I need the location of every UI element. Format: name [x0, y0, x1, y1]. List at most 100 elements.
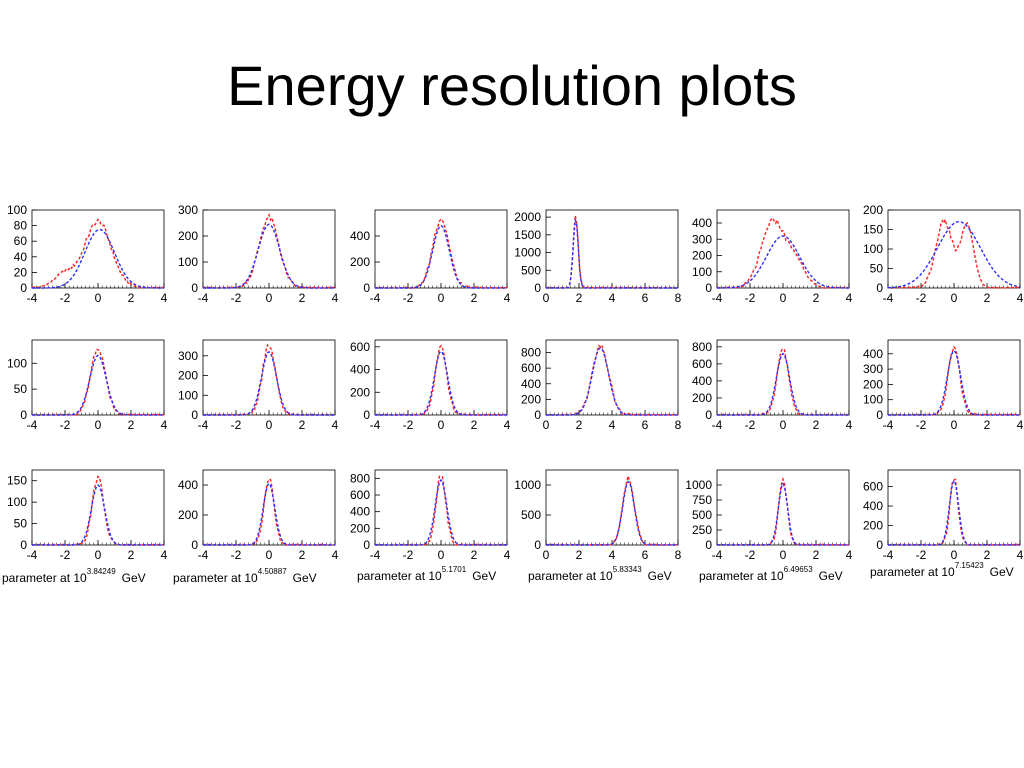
- plot-3-4: 0 2 4 6 8 0 500 1000: [514, 469, 682, 562]
- x-tick-label: -2: [916, 291, 927, 305]
- x-tick-label: 2: [471, 548, 478, 562]
- x-tick-label: -4: [883, 548, 894, 562]
- x-tick-label: -2: [231, 291, 242, 305]
- x-tick-label: 8: [675, 548, 682, 562]
- series-red-line: [716, 476, 850, 546]
- x-tick-label: -2: [745, 291, 756, 305]
- y-tick-label: 60: [14, 234, 28, 248]
- y-tick-label: 800: [692, 340, 712, 354]
- y-tick-label: 2000: [514, 210, 541, 224]
- y-tick-label: 0: [191, 281, 198, 295]
- series-blue-line: [203, 223, 335, 289]
- x-tick-label: 2: [471, 418, 478, 432]
- x-tick-label: -4: [712, 548, 723, 562]
- x-tick-label: 2: [984, 548, 991, 562]
- series-blue-line: [717, 482, 849, 546]
- series-red-line: [545, 473, 679, 546]
- y-tick-label: 500: [521, 508, 541, 522]
- y-tick-label: 200: [692, 249, 712, 263]
- y-tick-label: 600: [521, 361, 541, 375]
- x-tick-label: 2: [128, 418, 135, 432]
- x-tick-label: 0: [543, 548, 550, 562]
- y-tick-label: 0: [363, 408, 370, 422]
- x-tick-label: 4: [846, 418, 853, 432]
- x-tick-label: -4: [27, 418, 38, 432]
- series-blue-line: [546, 480, 678, 546]
- plot-frame: [202, 209, 336, 289]
- x-tick-label: 4: [332, 418, 339, 432]
- x-tick-label: 4: [161, 548, 168, 562]
- x-tick-label: 4: [504, 548, 511, 562]
- y-tick-label: 0: [363, 281, 370, 295]
- x-tick-label: 2: [813, 291, 820, 305]
- plot-frame: [31, 339, 165, 416]
- x-tick-label: 2: [576, 291, 583, 305]
- x-tick-label: 0: [266, 291, 273, 305]
- plot-1-3: -4 -2 0 2 4 0 200 400: [350, 209, 511, 305]
- x-tick-label: -2: [60, 418, 71, 432]
- y-tick-label: 100: [7, 356, 27, 370]
- plot-frame: [716, 339, 850, 416]
- plot-frame: [545, 209, 679, 289]
- x-axis-caption: parameter at 103.84249 GeV: [2, 567, 146, 585]
- x-tick-label: -2: [231, 418, 242, 432]
- series-red-line: [31, 475, 165, 546]
- series-blue-line: [717, 352, 849, 416]
- x-tick-label: 2: [128, 291, 135, 305]
- y-tick-label: 200: [350, 255, 370, 269]
- series-blue-line: [375, 224, 507, 289]
- series-red-line: [202, 212, 335, 289]
- x-tick-label: 4: [846, 548, 853, 562]
- y-tick-label: 400: [350, 505, 370, 519]
- y-tick-label: 600: [350, 340, 370, 354]
- series-blue-line: [32, 484, 164, 546]
- x-tick-label: 2: [128, 548, 135, 562]
- x-tick-label: -2: [745, 548, 756, 562]
- y-tick-label: 150: [7, 474, 27, 488]
- y-tick-label: 800: [350, 471, 370, 485]
- y-tick-label: 500: [521, 263, 541, 277]
- series-blue-line: [888, 479, 1020, 546]
- y-tick-label: 1000: [514, 478, 541, 492]
- series-blue-line: [717, 235, 849, 289]
- y-tick-label: 300: [178, 349, 198, 363]
- x-tick-label: -4: [198, 548, 209, 562]
- x-axis-caption: parameter at 105.1701 GeV: [357, 565, 496, 583]
- series-red-line: [716, 216, 850, 289]
- series-red-line: [203, 343, 336, 416]
- series-red-line: [887, 478, 1021, 546]
- y-tick-label: 200: [350, 521, 370, 535]
- x-tick-label: 0: [780, 291, 787, 305]
- x-tick-label: -2: [60, 548, 71, 562]
- y-tick-label: 80: [14, 219, 28, 233]
- x-tick-label: -4: [198, 291, 209, 305]
- series-red-line: [887, 217, 1021, 289]
- y-tick-label: 1500: [514, 228, 541, 242]
- plot-frame: [716, 469, 850, 546]
- x-tick-label: 2: [299, 418, 306, 432]
- x-axis-caption: parameter at 104.50887 GeV: [173, 567, 317, 585]
- y-tick-label: 500: [692, 508, 712, 522]
- plot-frame: [374, 339, 508, 416]
- x-tick-label: 4: [332, 291, 339, 305]
- y-tick-label: 200: [521, 392, 541, 406]
- y-tick-label: 0: [876, 408, 883, 422]
- x-tick-label: 0: [95, 291, 102, 305]
- y-tick-label: 0: [876, 281, 883, 295]
- y-tick-label: 400: [350, 363, 370, 377]
- x-tick-label: 0: [951, 548, 958, 562]
- plot-1-5: -4 -2 0 2 4 0 100 200 300 400: [692, 209, 853, 305]
- series-red-line: [374, 217, 508, 289]
- y-tick-label: 100: [7, 203, 27, 217]
- x-tick-label: 0: [951, 291, 958, 305]
- x-tick-label: -2: [403, 548, 414, 562]
- x-tick-label: 2: [984, 291, 991, 305]
- y-tick-label: 800: [521, 346, 541, 360]
- series-red-line: [31, 348, 165, 416]
- y-tick-label: 200: [178, 369, 198, 383]
- x-tick-label: 0: [438, 548, 445, 562]
- series-red-line: [545, 215, 679, 289]
- plot-3-6: -4 -2 0 2 4 0 200 400 600: [863, 469, 1024, 562]
